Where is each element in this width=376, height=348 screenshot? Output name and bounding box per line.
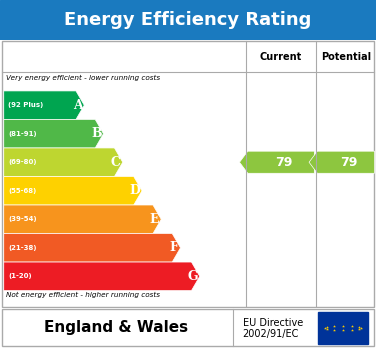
- Text: (81-91): (81-91): [8, 131, 37, 137]
- Polygon shape: [309, 151, 374, 173]
- Text: (1-20): (1-20): [8, 273, 32, 279]
- Polygon shape: [4, 234, 180, 262]
- Polygon shape: [4, 205, 161, 234]
- Text: A: A: [73, 99, 82, 112]
- Text: 79: 79: [275, 156, 292, 169]
- Text: F: F: [170, 241, 179, 254]
- Text: Energy Efficiency Rating: Energy Efficiency Rating: [64, 11, 312, 29]
- Polygon shape: [4, 91, 84, 119]
- Polygon shape: [4, 119, 103, 148]
- Text: (69-80): (69-80): [8, 159, 37, 165]
- Text: B: B: [91, 127, 102, 140]
- Text: EU Directive: EU Directive: [243, 318, 303, 328]
- Text: G: G: [187, 270, 198, 283]
- Text: Current: Current: [260, 52, 302, 62]
- Text: (21-38): (21-38): [8, 245, 37, 251]
- Text: (39-54): (39-54): [8, 216, 37, 222]
- Polygon shape: [4, 176, 142, 205]
- Polygon shape: [240, 151, 314, 173]
- Polygon shape: [4, 262, 200, 291]
- Text: Potential: Potential: [321, 52, 371, 62]
- Text: D: D: [129, 184, 140, 197]
- Text: C: C: [111, 156, 121, 169]
- Text: England & Wales: England & Wales: [44, 321, 189, 335]
- Text: (92 Plus): (92 Plus): [8, 102, 44, 108]
- Bar: [318, 312, 368, 344]
- Polygon shape: [4, 148, 123, 176]
- Text: 79: 79: [340, 156, 357, 169]
- Text: 2002/91/EC: 2002/91/EC: [243, 329, 299, 339]
- Text: (55-68): (55-68): [8, 188, 36, 194]
- Text: Very energy efficient - lower running costs: Very energy efficient - lower running co…: [6, 75, 160, 81]
- Text: E: E: [150, 213, 159, 226]
- Text: Not energy efficient - higher running costs: Not energy efficient - higher running co…: [6, 292, 160, 298]
